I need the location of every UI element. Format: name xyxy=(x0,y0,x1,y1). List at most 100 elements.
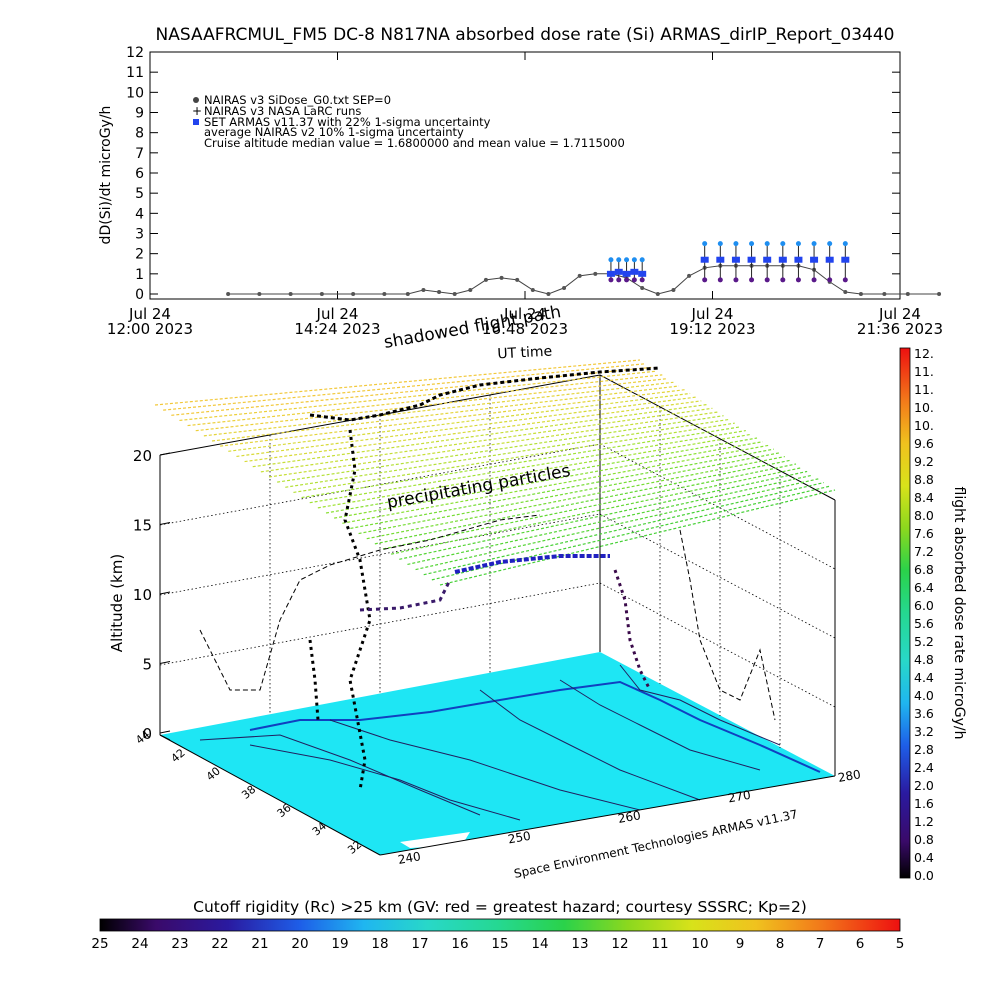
nairas-line xyxy=(228,265,940,295)
x-tick-label: Jul 24 xyxy=(503,305,546,323)
cutoff-tick-label: 23 xyxy=(171,936,188,952)
armas-upper xyxy=(795,241,801,247)
armas-point xyxy=(841,256,850,263)
legend: NAIRAS v3 SiDose_G0.txt SEP=0 + NAIRAS v… xyxy=(192,93,625,150)
nairas-point xyxy=(468,287,473,292)
colorbar-tick-label: 8.4 xyxy=(914,490,934,505)
armas-point xyxy=(825,256,834,263)
armas-lower xyxy=(764,277,770,283)
nairas-point xyxy=(937,292,942,296)
mesh-line xyxy=(244,400,702,463)
colorbar-tick-label: 2.0 xyxy=(914,778,934,793)
armas-upper xyxy=(624,257,630,263)
flight-path-3d xyxy=(199,366,776,791)
colorbar-label: flight absorbed dose rate microGy/h xyxy=(951,487,967,740)
altitude-tick-label: 15 xyxy=(133,517,152,535)
colorbar-tick-label: 5.6 xyxy=(914,616,934,631)
x-tick-label: Jul 24 xyxy=(316,305,359,323)
altitude-tick xyxy=(159,522,171,525)
cutoff-tick-label: 7 xyxy=(816,936,825,952)
nairas-point xyxy=(483,277,488,282)
armas-lower xyxy=(624,277,630,283)
series-layer xyxy=(226,241,942,296)
armas-lower xyxy=(702,277,708,283)
armas-lower xyxy=(717,277,723,283)
map-border xyxy=(199,734,481,816)
armas-lower xyxy=(780,277,786,283)
map-border xyxy=(619,664,781,746)
legend-entry-2: NAIRAS v3 NASA LaRC runs xyxy=(204,104,361,118)
mesh-line xyxy=(154,359,641,406)
nairas-point xyxy=(577,273,582,278)
mesh-line xyxy=(268,411,719,478)
y-axis-label: dD(Si)/dt microGy/h xyxy=(98,106,114,245)
armas-point xyxy=(731,256,740,263)
nairas-point xyxy=(452,292,457,296)
y-tick-label: 0 xyxy=(135,287,144,303)
cutoff-tick-label: 24 xyxy=(131,936,148,952)
armas-point xyxy=(700,256,709,263)
armas-upper xyxy=(811,241,817,247)
nairas-point xyxy=(640,285,645,290)
y-tick-label: 12 xyxy=(126,45,144,61)
armas-lower xyxy=(631,277,637,283)
colorbar-tick-label: 10. xyxy=(914,418,934,433)
mesh-line xyxy=(350,448,774,530)
mesh-line xyxy=(342,444,769,524)
y-tick-label: 2 xyxy=(135,247,144,263)
3d-box xyxy=(159,374,836,856)
mesh-line xyxy=(325,437,758,514)
flight-path-right xyxy=(613,569,652,691)
legend-entry-4: average NAIRAS v2 10% 1-sigma uncertaint… xyxy=(204,125,464,139)
armas-lower xyxy=(616,277,622,283)
map-floor-gap xyxy=(400,832,470,848)
altitude-tick xyxy=(159,661,171,664)
mesh-line xyxy=(382,463,797,550)
plot-frame xyxy=(149,51,901,300)
y-tick-label: 4 xyxy=(135,206,144,222)
mesh-line xyxy=(163,363,646,411)
nairas-point xyxy=(257,292,262,296)
colorbar-tick-label: 2.4 xyxy=(914,760,934,775)
nairas-point xyxy=(421,287,426,292)
armas-upper xyxy=(764,241,770,247)
mesh-line xyxy=(220,389,685,447)
cutoff-tick-label: 5 xyxy=(896,936,905,952)
altitude-tick-label: 20 xyxy=(133,447,152,465)
armas-point xyxy=(716,256,725,263)
cutoff-tick-label: 11 xyxy=(651,936,668,952)
armas-upper xyxy=(702,241,708,247)
colorbar-tick-label: 0.8 xyxy=(914,832,934,847)
y-tick-label: 8 xyxy=(135,126,144,142)
legend-plus-marker: + xyxy=(192,104,202,118)
mesh-line xyxy=(211,385,680,442)
colorbar-tick-label: 4.8 xyxy=(914,652,934,667)
legend-entry-1: NAIRAS v3 SiDose_G0.txt SEP=0 xyxy=(204,93,391,107)
x-tick-label: 19:12 2023 xyxy=(669,320,755,338)
armas-lower xyxy=(795,277,801,283)
nairas-point xyxy=(905,292,910,296)
colorbar-tick-label: 6.4 xyxy=(914,580,934,595)
mesh-line xyxy=(374,459,791,545)
x-tick-label: 16:48 2023 xyxy=(482,320,568,338)
mesh-line xyxy=(301,426,741,499)
colorbar-tick-label: 11. xyxy=(914,364,934,379)
nairas-point xyxy=(530,287,535,292)
cutoff-tick-label: 13 xyxy=(571,936,588,952)
legend-entry-3: SET ARMAS v11.37 with 22% 1-sigma uncert… xyxy=(204,115,491,129)
altitude-tick xyxy=(159,730,171,734)
cutoff-tick-label: 8 xyxy=(776,936,785,952)
nairas-point xyxy=(288,292,293,296)
x-tick-label: Jul 24 xyxy=(128,305,171,323)
mesh-line xyxy=(431,485,830,581)
flight-path-mid xyxy=(359,579,452,612)
mesh-line xyxy=(399,470,808,560)
colorbar-tick-label: 2.8 xyxy=(914,742,934,757)
cutoff-tick-label: 21 xyxy=(251,936,268,952)
colorbar-tick-label: 3.2 xyxy=(914,724,934,739)
colorbar-tick-label: 7.6 xyxy=(914,526,934,541)
armas-point xyxy=(606,270,615,277)
mesh-line xyxy=(228,392,691,452)
